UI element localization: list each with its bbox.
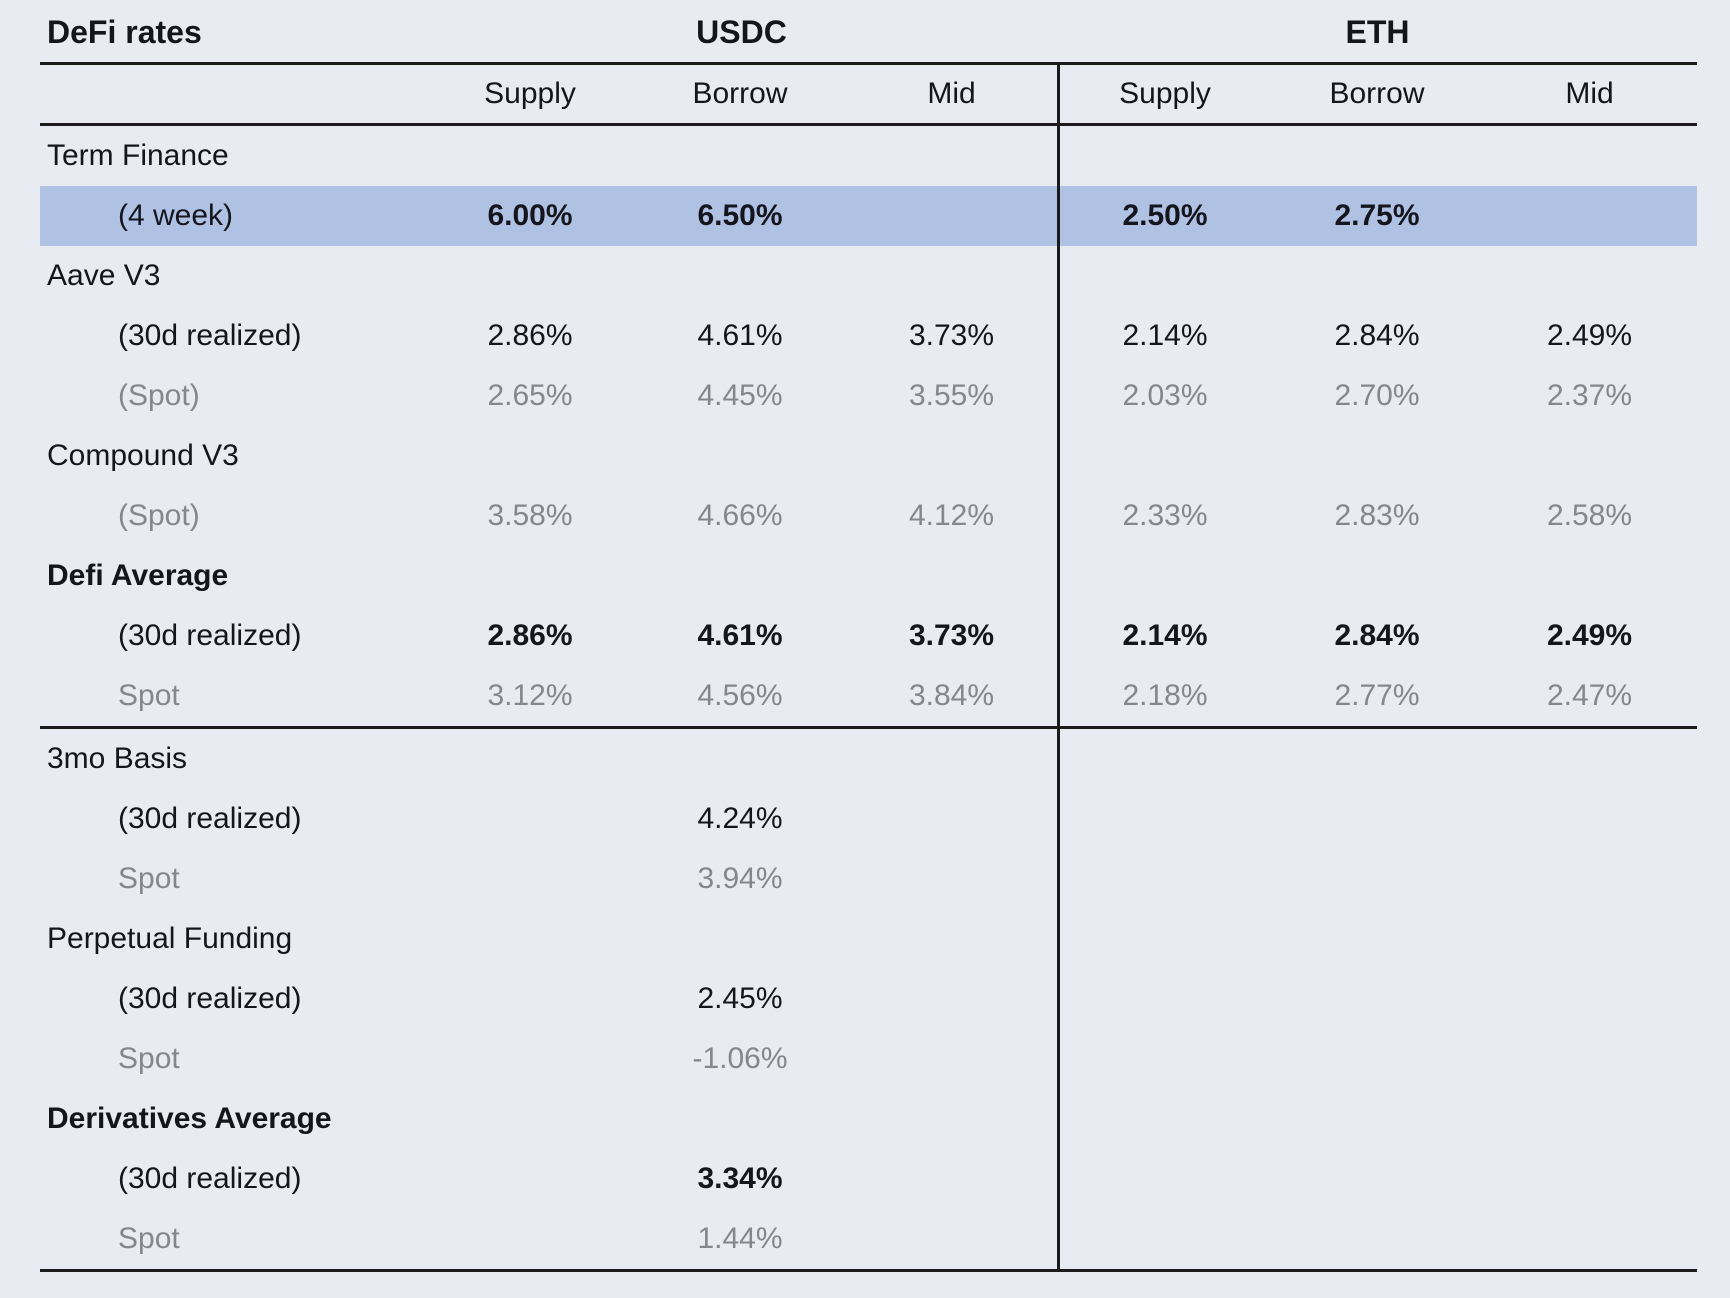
- value-cell-mid-usdc: 3.55%: [908, 379, 995, 412]
- value-cell-mid-eth: 2.47%: [1546, 679, 1633, 712]
- row-label-spot: Spot: [118, 679, 180, 712]
- table-row-4-week: (4 week) 6.00% 6.50% 2.50% 2.75%: [40, 186, 1697, 246]
- column-header-mid-eth: Mid: [1565, 77, 1614, 110]
- table-row-30d-realized: (30d realized) 3.34%: [40, 1149, 1697, 1209]
- table-row-30d-realized: (30d realized) 2.86% 4.61% 3.73% 2.14% 2.84% 2…: [40, 306, 1697, 366]
- value-cell-mid-eth: 2.37%: [1546, 379, 1633, 412]
- table-bottom-border: [40, 1269, 1697, 1272]
- table-row-spot: (Spot) 3.58% 4.66% 4.12% 2.33% 2.83% 2.58%: [40, 486, 1697, 546]
- table-row-derivatives-average: Derivatives Average: [40, 1089, 1697, 1149]
- column-header-mid-usdc: Mid: [927, 77, 976, 110]
- value-cell-supply-eth: 2.18%: [1122, 679, 1208, 712]
- value-cell-borrow-usdc: 3.34%: [697, 1162, 783, 1195]
- table-row-30d-realized: (30d realized) 2.45%: [40, 969, 1697, 1029]
- value-cell-borrow-eth: 2.84%: [1334, 619, 1420, 652]
- value-cell-supply-eth: 2.03%: [1122, 379, 1208, 412]
- row-label-compound-v3: Compound V3: [47, 439, 239, 472]
- column-header-supply-usdc: Supply: [484, 77, 576, 110]
- row-label-spot: (Spot): [118, 379, 200, 412]
- value-cell-supply-eth: 2.14%: [1122, 619, 1208, 652]
- row-label-spot: (Spot): [118, 499, 200, 532]
- row-label-30d-realized: (30d realized): [118, 982, 302, 1015]
- row-label-spot: Spot: [118, 1222, 180, 1255]
- rates-table: DeFi rates USDC ETH Supply Borrow Mid Suppl…: [40, 2, 1697, 1272]
- value-cell-borrow-usdc: 3.94%: [697, 862, 783, 895]
- table-row-perpetual-funding: Perpetual Funding: [40, 909, 1697, 969]
- value-cell-borrow-usdc: 4.66%: [697, 499, 783, 532]
- value-cell-supply-usdc: 6.00%: [487, 199, 573, 232]
- value-cell-borrow-eth: 2.83%: [1334, 499, 1420, 532]
- value-cell-mid-usdc: 3.84%: [908, 679, 995, 712]
- value-cell-borrow-usdc: -1.06%: [692, 1042, 788, 1075]
- value-cell-mid-usdc: 3.73%: [908, 619, 995, 652]
- table-row-spot: (Spot) 2.65% 4.45% 3.55% 2.03% 2.70% 2.37%: [40, 366, 1697, 426]
- table-row-term-finance: Term Finance: [40, 126, 1697, 186]
- table-row-aave-v3: Aave V3: [40, 246, 1697, 306]
- page-title: DeFi rates: [47, 13, 202, 50]
- value-cell-borrow-usdc: 4.61%: [697, 619, 783, 652]
- value-cell-supply-usdc: 2.86%: [487, 619, 573, 652]
- header-rule-bottom: [40, 123, 1697, 126]
- row-label-spot: Spot: [118, 1042, 180, 1075]
- row-label-perpetual-funding: Perpetual Funding: [47, 922, 293, 955]
- value-cell-supply-usdc: 2.65%: [487, 379, 573, 412]
- value-cell-borrow-eth: 2.75%: [1334, 199, 1420, 232]
- row-label-30d-realized: (30d realized): [118, 1162, 302, 1195]
- value-cell-borrow-usdc: 4.56%: [697, 679, 783, 712]
- table-row-3mo-basis: 3mo Basis: [40, 729, 1697, 789]
- row-label-3mo-basis: 3mo Basis: [47, 742, 188, 775]
- table-body: Term Finance (4 week) 6.00% 6.50% 2.50% 2.75%…: [40, 126, 1697, 1269]
- column-header-borrow-usdc: Borrow: [692, 77, 788, 110]
- row-label-4-week: (4 week): [118, 199, 234, 232]
- value-cell-supply-usdc: 3.58%: [487, 499, 573, 532]
- value-cell-supply-eth: 2.14%: [1122, 319, 1208, 352]
- value-cell-borrow-eth: 2.84%: [1334, 319, 1420, 352]
- row-label-30d-realized: (30d realized): [118, 619, 302, 652]
- value-cell-supply-usdc: 2.86%: [487, 319, 573, 352]
- table-row-spot: Spot 3.12% 4.56% 3.84% 2.18% 2.77% 2.47%: [40, 666, 1697, 726]
- group-header-eth: ETH: [1345, 13, 1410, 50]
- value-cell-supply-eth: 2.50%: [1122, 199, 1208, 232]
- row-label-aave-v3: Aave V3: [47, 259, 161, 292]
- usdc-eth-divider: [1057, 62, 1060, 1272]
- value-cell-mid-usdc: 3.73%: [908, 319, 995, 352]
- value-cell-borrow-eth: 2.70%: [1334, 379, 1420, 412]
- header-rule-top: [40, 62, 1697, 65]
- row-label-term-finance: Term Finance: [47, 139, 229, 172]
- row-label-spot: Spot: [118, 862, 180, 895]
- value-cell-mid-usdc: 4.12%: [908, 499, 995, 532]
- table-row-30d-realized: (30d realized) 4.24%: [40, 789, 1697, 849]
- table-row-30d-realized: (30d realized) 2.86% 4.61% 3.73% 2.14% 2.84% 2…: [40, 606, 1697, 666]
- value-cell-borrow-usdc: 2.45%: [697, 982, 783, 1015]
- value-cell-mid-eth: 2.58%: [1546, 499, 1633, 532]
- section-divider: [40, 726, 1697, 729]
- row-label-30d-realized: (30d realized): [118, 802, 302, 835]
- row-label-30d-realized: (30d realized): [118, 319, 302, 352]
- value-cell-borrow-usdc: 4.24%: [697, 802, 783, 835]
- value-cell-borrow-eth: 2.77%: [1334, 679, 1420, 712]
- title-row: DeFi rates USDC ETH: [40, 2, 1697, 62]
- value-cell-mid-eth: 2.49%: [1546, 319, 1633, 352]
- group-header-usdc: USDC: [696, 13, 787, 50]
- row-label-defi-average: Defi Average: [47, 559, 229, 592]
- value-cell-supply-eth: 2.33%: [1122, 499, 1208, 532]
- value-cell-mid-eth: 2.49%: [1546, 619, 1633, 652]
- row-label-derivatives-average: Derivatives Average: [47, 1102, 332, 1135]
- table-row-spot: Spot 3.94%: [40, 849, 1697, 909]
- value-cell-borrow-usdc: 4.61%: [697, 319, 783, 352]
- table-row-spot: Spot -1.06%: [40, 1029, 1697, 1089]
- value-cell-borrow-usdc: 1.44%: [697, 1222, 783, 1255]
- value-cell-supply-usdc: 3.12%: [487, 679, 573, 712]
- column-header-supply-eth: Supply: [1119, 77, 1211, 110]
- table-row-spot: Spot 1.44%: [40, 1209, 1697, 1269]
- table-row-compound-v3: Compound V3: [40, 426, 1697, 486]
- value-cell-borrow-usdc: 6.50%: [697, 199, 783, 232]
- value-cell-borrow-usdc: 4.45%: [697, 379, 783, 412]
- column-header-borrow-eth: Borrow: [1329, 77, 1425, 110]
- table-row-defi-average: Defi Average: [40, 546, 1697, 606]
- column-header-row: Supply Borrow Mid Supply Borrow Mid: [40, 65, 1697, 123]
